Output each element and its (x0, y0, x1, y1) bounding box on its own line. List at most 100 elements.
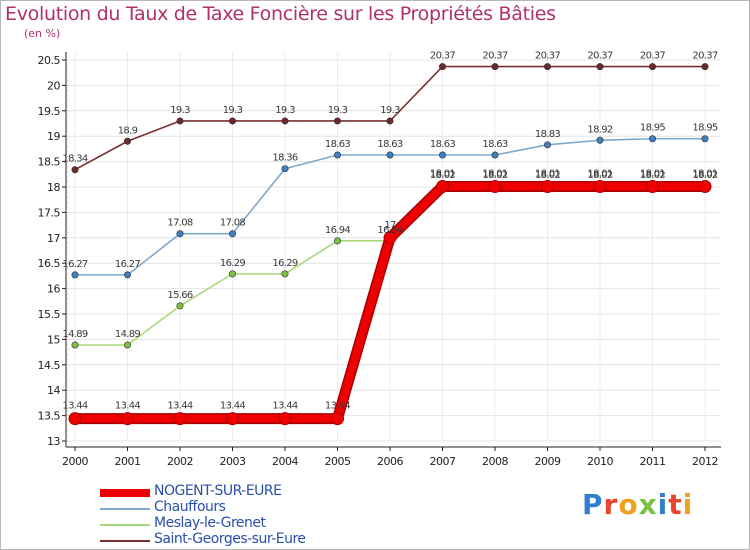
data-point (71, 271, 79, 279)
data-point (543, 141, 551, 149)
data-label: 18.63 (325, 139, 350, 150)
data-label: 18.63 (430, 139, 455, 150)
logo-letter: r (603, 488, 619, 521)
data-label: 18.9 (118, 125, 138, 136)
x-tick-label: 2010 (587, 455, 613, 468)
data-label: 20.37 (482, 51, 507, 62)
y-tick-label: 19 (47, 130, 60, 143)
data-label: 18.02 (640, 170, 665, 181)
data-point (281, 165, 289, 173)
y-tick-label: 16.5 (38, 257, 61, 270)
data-label: 18.01 (692, 168, 717, 179)
data-label: 18.36 (272, 153, 297, 164)
data-label: 18.02 (587, 170, 612, 181)
data-label: 18.01 (640, 168, 665, 179)
data-point (436, 179, 449, 193)
data-label: 19.3 (223, 105, 243, 116)
data-point (226, 412, 239, 426)
data-label: 13.44 (220, 401, 245, 412)
data-label: 17.08 (167, 218, 192, 229)
legend-swatch (100, 540, 150, 542)
x-tick-label: 2009 (535, 455, 561, 468)
y-tick-label: 14.5 (38, 359, 61, 372)
data-label: 18.63 (377, 139, 402, 150)
data-label: 18.02 (535, 170, 560, 181)
data-point (698, 179, 712, 193)
data-point (71, 166, 79, 174)
data-label: 18.02 (482, 170, 507, 181)
data-label: 18.02 (692, 170, 717, 181)
data-point (278, 412, 292, 426)
data-label: 16.29 (272, 258, 297, 269)
data-point (593, 179, 607, 193)
chart-title: Evolution du Taux de Taxe Foncière sur l… (5, 3, 556, 25)
gridlines (66, 52, 721, 442)
data-label: 18.95 (692, 123, 717, 134)
data-label: 19.3 (275, 105, 295, 116)
x-tick-label: 2005 (325, 455, 351, 468)
x-tick-label: 2006 (377, 455, 403, 468)
logo-letter: i (657, 488, 669, 521)
y-tick-label: 19.5 (38, 105, 61, 118)
data-label: 20.37 (535, 51, 560, 62)
data-label: 18.01 (482, 168, 507, 179)
data-point (173, 412, 187, 426)
data-point (596, 136, 604, 144)
data-point (491, 63, 499, 71)
data-label: 13.44 (272, 401, 297, 412)
data-point (71, 341, 79, 349)
data-point (438, 63, 446, 71)
data-point (491, 151, 499, 159)
data-point (333, 117, 341, 125)
data-point (121, 412, 134, 426)
data-label: 16.27 (115, 259, 140, 270)
data-point (176, 117, 184, 125)
data-point (386, 151, 394, 159)
y-tick-label: 17 (47, 232, 60, 245)
y-tick-label: 17.5 (38, 206, 61, 219)
y-tick-label: 13 (47, 435, 60, 448)
legend-label: Meslay-le-Grenet (154, 515, 266, 531)
data-point (281, 270, 289, 278)
data-point (701, 63, 709, 71)
data-label: 20.37 (430, 51, 455, 62)
data-label: 20.37 (692, 51, 717, 62)
series-group (68, 63, 712, 426)
data-point (383, 231, 397, 245)
legend-label: NOGENT-SUR-EURE (154, 483, 282, 499)
y-axis-unit: (en %) (24, 27, 61, 40)
x-tick-label: 2002 (167, 455, 193, 468)
data-point (176, 302, 184, 310)
data-point (176, 230, 184, 238)
logo-letter: i (682, 488, 694, 521)
legend-swatch (100, 508, 150, 510)
data-label: 13.44 (167, 401, 192, 412)
data-label: 13.44 (325, 401, 350, 412)
data-label: 18.01 (535, 168, 560, 179)
y-tick-label: 20.5 (38, 54, 61, 67)
data-label: 14.89 (62, 329, 87, 340)
y-tick-label: 16 (47, 283, 60, 296)
logo-letter: t (668, 488, 683, 521)
data-label: 16.29 (220, 258, 245, 269)
data-point (386, 117, 394, 125)
x-tick-label: 2007 (430, 455, 456, 468)
data-point (648, 63, 656, 71)
data-point (333, 237, 341, 245)
data-label: 17.08 (220, 218, 245, 229)
x-tick-label: 2011 (640, 455, 666, 468)
data-point (541, 179, 554, 193)
x-tick-label: 2003 (220, 455, 246, 468)
data-label: 20.37 (640, 51, 665, 62)
data-label: 18.01 (430, 168, 455, 179)
data-label: 15.66 (167, 290, 192, 301)
legend-swatch (100, 489, 150, 497)
data-label: 18.01 (587, 168, 612, 179)
data-point (438, 151, 446, 159)
y-tick-label: 15 (47, 333, 60, 346)
legend-label: Chauffours (154, 499, 226, 515)
y-tick-label: 18 (47, 181, 60, 194)
data-point (124, 137, 132, 145)
legend-swatch (100, 524, 150, 526)
data-label: 18.02 (430, 170, 455, 181)
